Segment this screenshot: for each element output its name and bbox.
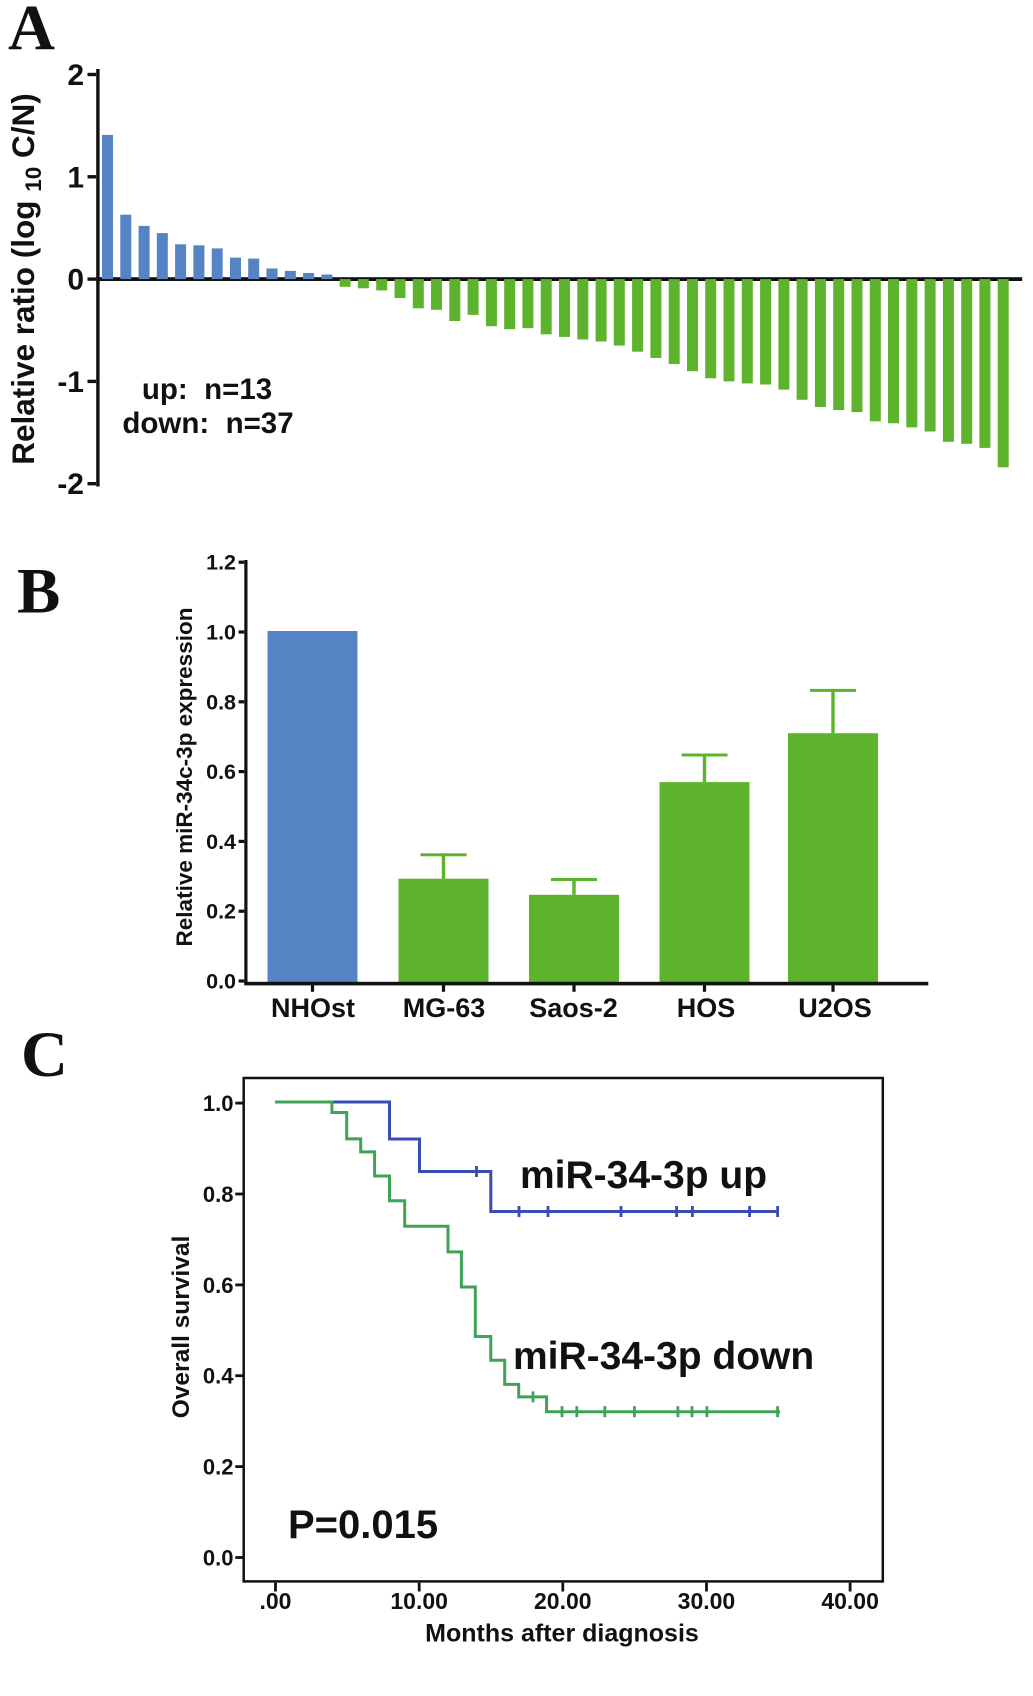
svg-text:1.2: 1.2	[206, 551, 236, 575]
svg-text:P=0.015: P=0.015	[288, 1503, 438, 1547]
svg-text:HOS: HOS	[677, 993, 736, 1023]
svg-text:0.0: 0.0	[203, 1546, 234, 1571]
svg-text:0.2: 0.2	[206, 900, 236, 924]
svg-text:Saos-2: Saos-2	[529, 993, 618, 1023]
svg-text:1: 1	[67, 161, 84, 194]
svg-text:Relative miR-34c-3p expression: Relative miR-34c-3p expression	[172, 608, 197, 947]
svg-text:A: A	[8, 0, 55, 64]
svg-text:Relative ratio (log 10 C/N): Relative ratio (log 10 C/N)	[5, 93, 46, 465]
svg-text:NHOst: NHOst	[271, 993, 355, 1023]
svg-text:0: 0	[67, 264, 84, 297]
svg-text:30.00: 30.00	[678, 1588, 736, 1614]
svg-text:0.4: 0.4	[206, 830, 236, 854]
svg-text:miR-34-3p up: miR-34-3p up	[520, 1154, 767, 1197]
svg-text:0.4: 0.4	[203, 1364, 234, 1389]
svg-text:0.8: 0.8	[203, 1182, 234, 1207]
svg-text:miR-34-3p down: miR-34-3p down	[513, 1335, 814, 1378]
svg-text:-2: -2	[57, 468, 84, 501]
svg-text:MG-63: MG-63	[403, 993, 486, 1023]
svg-text:0.8: 0.8	[206, 690, 236, 714]
svg-text:1.0: 1.0	[203, 1091, 234, 1116]
svg-text:C: C	[21, 1019, 68, 1091]
svg-text:Months after diagnosis: Months after diagnosis	[425, 1620, 699, 1648]
svg-text:down: n=37: down: n=37	[122, 407, 293, 440]
svg-text:0.6: 0.6	[203, 1273, 234, 1298]
svg-text:20.00: 20.00	[534, 1588, 592, 1614]
svg-text:-1: -1	[57, 366, 84, 399]
svg-text:0.6: 0.6	[206, 760, 236, 784]
svg-text:B: B	[17, 556, 60, 628]
svg-text:up: n=13: up: n=13	[142, 373, 272, 406]
svg-text:2: 2	[67, 59, 84, 92]
svg-text:10.00: 10.00	[390, 1588, 448, 1614]
svg-text:.00: .00	[260, 1588, 292, 1614]
svg-text:0.0: 0.0	[206, 970, 236, 994]
svg-text:0.2: 0.2	[203, 1455, 234, 1480]
svg-text:1.0: 1.0	[206, 621, 236, 645]
svg-text:Overall survival: Overall survival	[168, 1236, 195, 1419]
svg-text:U2OS: U2OS	[798, 993, 872, 1023]
svg-text:40.00: 40.00	[821, 1588, 879, 1614]
